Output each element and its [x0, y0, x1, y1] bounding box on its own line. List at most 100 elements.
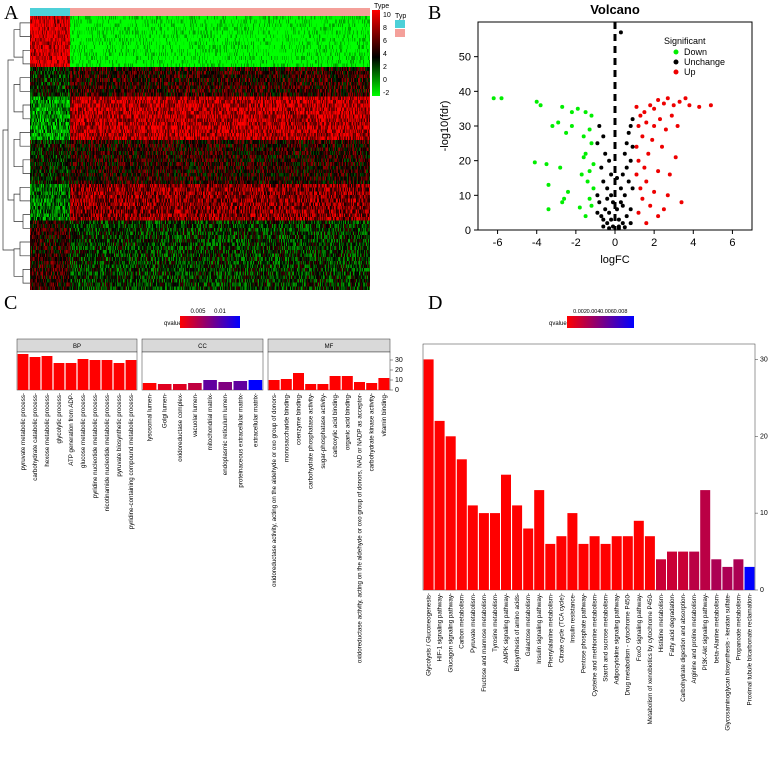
annotation-normal — [30, 8, 70, 16]
volcano-point-up — [634, 144, 639, 149]
go-category-label: Golgi lumen- — [162, 393, 169, 428]
go-bar — [188, 383, 202, 390]
volcano-point-down — [583, 214, 588, 219]
dendrogram-branch — [2, 129, 14, 251]
go-enrichment-panel: qvalue 0.005 0.01 BP pyruvate metabolic proc… — [16, 309, 403, 663]
volcano-point-up — [638, 113, 643, 118]
go-category-label: carboxylic acid binding- — [332, 393, 339, 457]
go-bar — [248, 380, 263, 390]
kegg-bar — [478, 513, 489, 590]
volcano-point-down — [546, 182, 551, 187]
volcano-point-unchange — [607, 210, 612, 215]
kegg-bar — [490, 513, 500, 590]
y-tick-label: 50 — [459, 52, 471, 64]
volcano-point-up — [656, 98, 661, 102]
volcano-panel: Volcano -6 -4 -2 0 2 4 6 0 10 20 30 40 50 logFC -log10(… — [439, 2, 753, 266]
volcano-point-up — [652, 106, 657, 111]
y-tick-label: 10 — [459, 190, 471, 202]
y-tick-label: 20 — [459, 156, 471, 168]
volcano-point-up — [636, 210, 641, 215]
volcano-point-up — [646, 151, 651, 156]
kegg-category-label: Insulin signaling pathway- — [536, 593, 543, 664]
facet-title: MF — [325, 344, 334, 350]
volcano-point-unchange — [630, 117, 635, 122]
kegg-bar — [622, 536, 633, 590]
kegg-bar — [689, 551, 700, 590]
go-bar — [29, 357, 41, 390]
volcano-point-down — [581, 155, 586, 160]
volcano-point-unchange — [628, 207, 633, 212]
heatmap-panel: 10 8 6 4 2 0 -2 Type Typ — [2, 3, 406, 290]
kegg-category-label: Fatty acid degradation- — [669, 593, 676, 656]
volcano-point-down — [591, 162, 596, 167]
dendrogram-branch — [7, 59, 14, 201]
x-tick-label: 2 — [651, 237, 657, 249]
volcano-point-unchange — [595, 193, 600, 198]
kegg-bar — [589, 536, 600, 590]
go-bar — [341, 376, 353, 390]
volcano-point-up — [642, 165, 647, 170]
kegg-bar — [523, 528, 534, 590]
go-bar — [89, 360, 101, 390]
go-bar — [268, 380, 280, 390]
volcano-point-unchange — [624, 141, 629, 146]
kegg-category-label: PI3K-Akt signaling pathway- — [702, 593, 709, 670]
dendrogram-branch — [22, 159, 30, 174]
kegg-category-label: Cysteine and methionine metabolism- — [592, 593, 599, 697]
go-category-label: ATP generation from ADP- — [68, 393, 75, 466]
y-tick-label: 30 — [760, 356, 768, 363]
volcano-point-unchange — [630, 186, 635, 191]
kegg-category-label: beta-Alanine metabolism- — [713, 593, 720, 663]
volcano-point-unchange — [597, 124, 602, 128]
volcano-point-down — [558, 165, 563, 170]
volcano-point-unchange — [616, 217, 621, 222]
volcano-point-up — [648, 203, 653, 208]
volcano-point-unchange — [628, 158, 633, 163]
qvalue-legend-tick: 0.002 — [573, 309, 587, 315]
kegg-bar — [567, 513, 578, 590]
go-bar — [218, 382, 232, 390]
go-category-label: pyruvate biosynthetic process- — [116, 393, 123, 477]
kegg-bar — [512, 505, 523, 590]
volcano-point-down — [560, 200, 565, 205]
kegg-bar — [423, 359, 434, 590]
kegg-bar — [456, 459, 467, 590]
dendrogram-branch — [19, 77, 30, 92]
kegg-category-label: Glycosaminoglycan biosynthesis - keratan… — [724, 593, 731, 731]
kegg-category-label: Galactose metabolism- — [525, 593, 532, 656]
go-bar — [233, 381, 248, 390]
volcano-point-unchange — [611, 200, 615, 205]
go-category-label: hexose metabolic process- — [44, 393, 51, 467]
volcano-point-unchange — [605, 221, 610, 226]
volcano-point-unchange — [605, 196, 610, 201]
volcano-point-up — [636, 124, 641, 128]
plot-frame — [422, 343, 756, 591]
kegg-category-label: Metabolism of xenobiotics by cytochrome … — [647, 593, 654, 724]
annotation-legend-tumor — [395, 29, 405, 37]
go-category-label: proteinaceous extracellular matrix- — [237, 393, 244, 488]
kegg-bar — [722, 566, 733, 590]
volcano-point-unchange — [605, 186, 610, 191]
go-category-label: oxidoreductase complex- — [177, 393, 184, 462]
annotation-legend-normal — [395, 20, 405, 28]
legend-label: Down — [684, 47, 707, 57]
go-bar — [366, 383, 378, 390]
volcano-point-down — [534, 99, 539, 104]
volcano-point-unchange — [618, 30, 623, 35]
volcano-point-up — [675, 124, 680, 128]
panel-label-c: C — [4, 292, 18, 314]
kegg-bar — [633, 520, 644, 590]
kegg-category-label: Citrate cycle (TCA cycle)- — [558, 593, 565, 663]
volcano-point-unchange — [626, 179, 631, 184]
kegg-bar — [556, 536, 567, 590]
go-bar — [203, 380, 217, 390]
volcano-point-up — [640, 196, 645, 201]
kegg-category-label: Propanoate metabolism- — [735, 593, 742, 660]
go-category-label: pyridine nucleotide metabolic process- — [92, 393, 99, 498]
kegg-category-label: Arginine and proline metabolism- — [691, 593, 698, 683]
kegg-bar — [467, 505, 478, 590]
volcano-point-unchange — [626, 130, 631, 135]
volcano-title: Volcano — [590, 2, 640, 17]
go-category-label: extracellular matrix- — [252, 393, 259, 447]
kegg-bar — [711, 559, 722, 591]
